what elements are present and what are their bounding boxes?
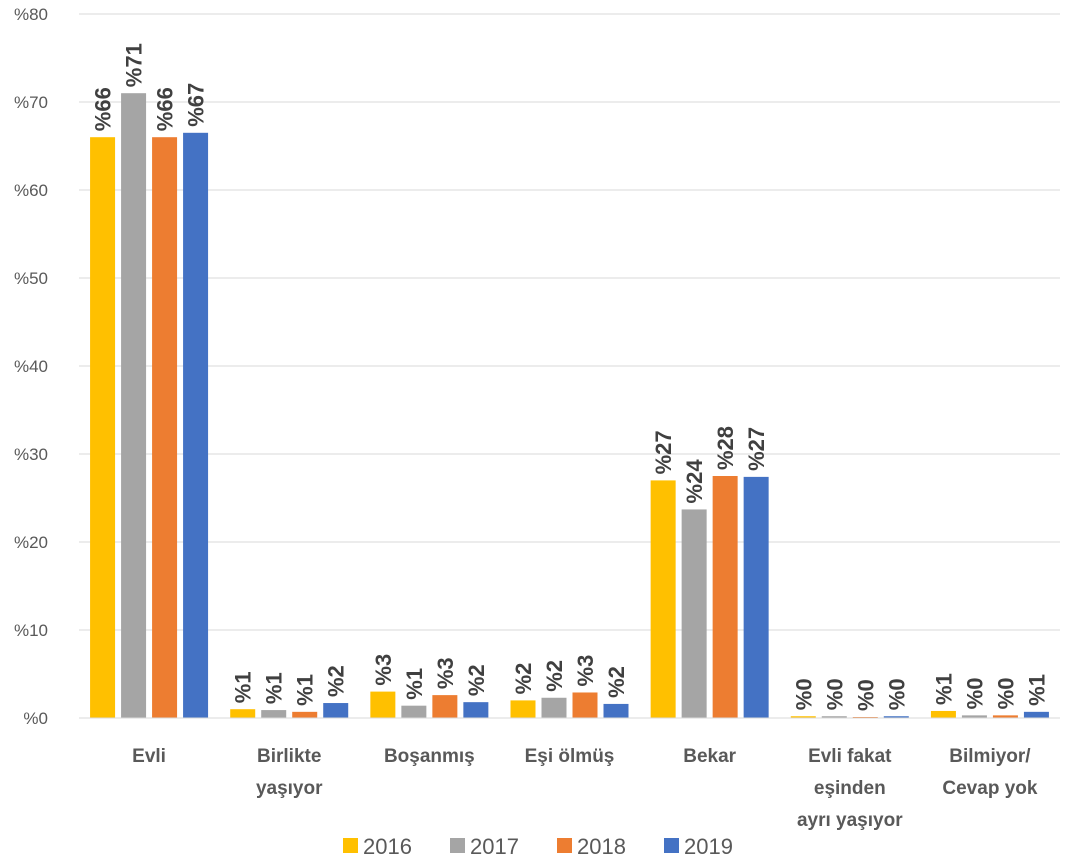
bar-2019 (743, 476, 769, 718)
legend-label: 2017 (470, 834, 519, 859)
data-label: %1 (231, 671, 256, 703)
bar-2019 (1023, 711, 1049, 718)
y-axis-tick-labels: %0 %10 %20 %30 %40 %50 %60 %70 %80 (14, 5, 48, 728)
data-label: %1 (1024, 674, 1049, 706)
bar-2016 (510, 700, 536, 718)
bar-2016 (650, 480, 676, 718)
bar-2016 (230, 709, 256, 718)
data-label: %2 (324, 665, 349, 697)
category-label: Bekar (683, 746, 736, 767)
bar-2016 (90, 137, 116, 718)
data-label: %2 (511, 663, 536, 695)
data-label: %1 (293, 674, 318, 706)
data-label: %0 (993, 678, 1018, 710)
category-label: Cevap yok (942, 778, 1037, 799)
legend-swatch (557, 838, 572, 853)
legend-label: 2016 (363, 834, 412, 859)
bar-2018 (292, 711, 318, 718)
y-tick-label: %10 (14, 621, 48, 640)
x-axis-category-labels: Evli Birlikte yaşıyor Boşanmış Eşi ölmüş Beka… (132, 746, 1038, 831)
bar-2018 (712, 476, 738, 718)
bar-2018 (992, 715, 1018, 718)
data-label: %28 (713, 426, 738, 470)
data-label: %2 (604, 666, 629, 698)
data-label: %2 (542, 660, 567, 692)
y-tick-label: %70 (14, 93, 48, 112)
data-labels: %66%71%66 %67%1 %1 %1 %2 %3 %1 %3 %2 %2 %2 %3 %2%27%… (91, 43, 1050, 711)
data-label: %71 (122, 43, 147, 87)
data-label: %0 (962, 678, 987, 710)
category-label: Boşanmış (384, 746, 475, 767)
bar-2017 (821, 716, 847, 718)
data-label: %1 (402, 668, 427, 700)
bar-2017 (541, 697, 567, 718)
bar-2017 (261, 710, 287, 718)
legend-swatch (450, 838, 465, 853)
bar-2018 (152, 137, 178, 718)
legend-label: 2018 (577, 834, 626, 859)
y-tick-label: %40 (14, 357, 48, 376)
legend-swatch (664, 838, 679, 853)
bar-2019 (183, 132, 209, 719)
y-tick-label: %0 (23, 709, 48, 728)
gridlines (79, 13, 1060, 631)
bar-2019 (463, 702, 489, 718)
legend-label: 2019 (684, 834, 733, 859)
bars (90, 93, 1049, 719)
bar-2017 (401, 705, 427, 718)
bar-2016 (370, 691, 396, 718)
category-label: Evli (132, 746, 166, 767)
data-label: %0 (822, 678, 847, 710)
category-label: eşinden (814, 778, 886, 799)
bar-2016 (930, 710, 956, 718)
data-label: %0 (791, 678, 816, 710)
bar-2017 (681, 509, 707, 718)
bar-2018 (572, 692, 598, 718)
category-label: Bilmiyor/ (949, 746, 1031, 767)
category-label: Eşi ölmüş (525, 746, 615, 767)
data-label: %2 (464, 664, 489, 696)
data-label: %24 (682, 459, 707, 504)
data-label: %67 (184, 83, 209, 127)
y-tick-label: %50 (14, 269, 48, 288)
category-label: ayrı yaşıyor (797, 810, 903, 831)
data-label: %27 (651, 430, 676, 474)
y-tick-label: %30 (14, 445, 48, 464)
data-label: %3 (573, 655, 598, 687)
bar-2019 (603, 703, 629, 718)
data-label: %1 (262, 672, 287, 704)
data-label: %0 (853, 679, 878, 711)
legend: 2016 2017 2018 2019 (343, 834, 733, 859)
data-label: %3 (433, 657, 458, 689)
bar-2019 (323, 703, 349, 718)
data-label: %1 (931, 673, 956, 705)
y-tick-label: %80 (14, 5, 48, 24)
data-label: %3 (371, 654, 396, 686)
data-label: %0 (884, 678, 909, 710)
legend-swatch (343, 838, 358, 853)
bar-2017 (961, 715, 987, 718)
bar-2019 (883, 716, 909, 718)
data-label: %66 (153, 87, 178, 131)
data-label: %27 (744, 427, 769, 471)
bar-2018 (432, 695, 458, 718)
bar-2016 (790, 716, 816, 718)
category-label: yaşıyor (256, 778, 323, 799)
y-tick-label: %60 (14, 181, 48, 200)
data-label: %66 (91, 87, 116, 131)
bar-2017 (121, 93, 147, 718)
category-label: Birlikte (257, 746, 321, 767)
y-tick-label: %20 (14, 533, 48, 552)
category-label: Evli fakat (808, 746, 892, 767)
